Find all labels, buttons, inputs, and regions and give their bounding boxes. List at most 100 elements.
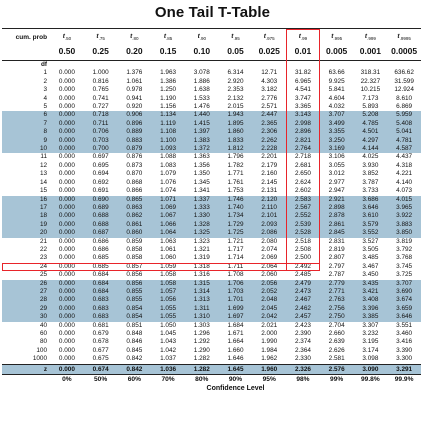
t-subscript: .50 bbox=[64, 36, 72, 41]
df-label: df bbox=[41, 61, 48, 68]
value-cell: 3.552 bbox=[353, 229, 388, 238]
value-cell: 1.337 bbox=[184, 195, 219, 204]
df-cell: 60 bbox=[39, 330, 48, 337]
value-cell: 3.421 bbox=[353, 287, 388, 297]
value-cell: 3.098 bbox=[362, 355, 379, 363]
value-cell: 1.134 bbox=[151, 111, 185, 120]
value-cell: 0.000 bbox=[58, 170, 75, 178]
value-cell: 10.215 bbox=[360, 86, 381, 94]
alpha-value: 0.15 bbox=[151, 41, 185, 61]
value-cell: 1.782 bbox=[227, 161, 244, 169]
value-cell: 4.501 bbox=[353, 128, 388, 137]
value-cell: 2.660 bbox=[328, 330, 345, 337]
df-cell: 22 bbox=[39, 245, 48, 253]
value-cell: 1.753 bbox=[227, 187, 244, 195]
value-cell: 3.012 bbox=[328, 170, 345, 178]
value-cell: 1.984 bbox=[261, 346, 278, 354]
value-cell: 3.300 bbox=[396, 355, 413, 363]
value-cell: 0.845 bbox=[126, 346, 143, 354]
confidence-percent-cell: 0% bbox=[62, 375, 72, 383]
value-cell: 2.626 bbox=[328, 346, 345, 354]
t-symbol: t bbox=[364, 32, 368, 40]
value-cell: 0.000 bbox=[58, 245, 75, 253]
header-t-label: t.975 bbox=[252, 28, 287, 41]
value-cell: 3.232 bbox=[362, 330, 379, 337]
value-cell: 4.144 bbox=[353, 145, 388, 154]
value-cell: 0.000 bbox=[58, 262, 75, 270]
value-cell: 1.066 bbox=[151, 220, 185, 230]
z-value-cell: 2.326 bbox=[286, 363, 320, 375]
value-cell: 0.000 bbox=[58, 69, 75, 77]
value-cell: 1.282 bbox=[193, 355, 210, 363]
value-cell: 63.66 bbox=[328, 69, 345, 77]
value-cell: 0.000 bbox=[58, 153, 75, 161]
header-t-label: t.9995 bbox=[387, 28, 421, 41]
value-cell: 3.690 bbox=[387, 287, 421, 297]
df-cell: 20 bbox=[2, 229, 51, 238]
value-cell: 3.747 bbox=[294, 94, 311, 102]
alpha-value: 0.10 bbox=[184, 41, 219, 61]
value-cell: 0.689 bbox=[83, 203, 118, 213]
value-cell: 3.883 bbox=[387, 220, 421, 230]
value-cell: 3.485 bbox=[362, 254, 379, 262]
t-symbol: t bbox=[62, 32, 65, 40]
value-cell: 3.365 bbox=[294, 103, 311, 111]
value-cell: 0.000 bbox=[50, 111, 84, 120]
value-cell: 1.043 bbox=[160, 338, 177, 346]
value-cell: 0.851 bbox=[126, 321, 143, 329]
value-cell: 3.390 bbox=[396, 346, 413, 354]
value-cell: 2.101 bbox=[252, 212, 287, 221]
value-cell: 0.906 bbox=[117, 111, 152, 120]
df-cell: 1000 bbox=[32, 355, 48, 363]
value-cell: 0.896 bbox=[117, 119, 152, 129]
value-cell: 1.746 bbox=[218, 195, 253, 204]
table-row: 9 0.000 0.703 0.883 1.100 1.383 1.833 2.262 2.82… bbox=[2, 136, 421, 146]
value-cell: 3.707 bbox=[319, 111, 354, 120]
value-cell: 1.533 bbox=[193, 94, 210, 102]
value-cell: 2.921 bbox=[319, 195, 354, 204]
t-subscript: .95 bbox=[233, 36, 240, 41]
value-cell: 1.356 bbox=[193, 161, 210, 169]
value-cell: 0.862 bbox=[117, 212, 152, 221]
t-symbol: t bbox=[197, 32, 200, 40]
value-cell: 1.071 bbox=[151, 195, 185, 204]
table-row: 10 0.000 0.700 0.879 1.093 1.372 1.812 2.228 2.7… bbox=[2, 145, 421, 154]
value-cell: 1.037 bbox=[160, 355, 177, 363]
value-cell: 2.779 bbox=[319, 279, 354, 288]
value-cell: 2.763 bbox=[319, 296, 354, 305]
value-cell: 1.684 bbox=[227, 321, 244, 329]
value-cell: 2.485 bbox=[294, 271, 311, 279]
value-cell: 3.792 bbox=[396, 245, 413, 253]
value-cell: 2.624 bbox=[294, 178, 311, 186]
z-value-cell: 2.576 bbox=[319, 363, 354, 375]
df-cell: 3 bbox=[43, 86, 48, 94]
value-cell: 3.174 bbox=[362, 346, 379, 354]
value-cell: 0.876 bbox=[126, 153, 143, 161]
table-row: 17 0.000 0.689 0.863 1.069 1.333 1.740 2.110 2.5… bbox=[2, 203, 421, 213]
value-cell: 1.100 bbox=[151, 136, 185, 146]
value-cell: 1.943 bbox=[218, 111, 253, 120]
value-cell: 0.856 bbox=[117, 279, 152, 288]
value-cell: 1.328 bbox=[184, 220, 219, 230]
df-cell: 2 bbox=[43, 77, 48, 85]
table-row: 2 0.000 0.816 1.061 1.386 1.886 2.920 4.303 6.96… bbox=[2, 78, 421, 86]
value-cell: 4.541 bbox=[294, 86, 311, 94]
value-cell: 2.306 bbox=[252, 128, 287, 137]
value-cell: 1.325 bbox=[184, 229, 219, 238]
value-cell: 0.861 bbox=[117, 220, 152, 230]
value-cell: 2.479 bbox=[286, 279, 320, 288]
value-cell: 3.850 bbox=[387, 229, 421, 238]
value-cell: 3.707 bbox=[387, 279, 421, 288]
value-cell: 2.160 bbox=[261, 170, 278, 178]
table-row: 8 0.000 0.706 0.889 1.108 1.397 1.860 2.306 2.89… bbox=[2, 128, 421, 137]
value-cell: 0.000 bbox=[58, 254, 75, 262]
df-cell: 6 bbox=[2, 111, 51, 120]
value-cell: 1.313 bbox=[184, 296, 219, 305]
value-cell: 6.965 bbox=[294, 77, 311, 85]
value-cell: 1.058 bbox=[160, 271, 177, 279]
df-cell: 100 bbox=[36, 346, 48, 354]
value-cell: 0.000 bbox=[58, 161, 75, 169]
value-cell: 0.681 bbox=[92, 321, 109, 329]
value-cell: 1.060 bbox=[160, 254, 177, 262]
value-cell: 5.041 bbox=[387, 128, 421, 137]
